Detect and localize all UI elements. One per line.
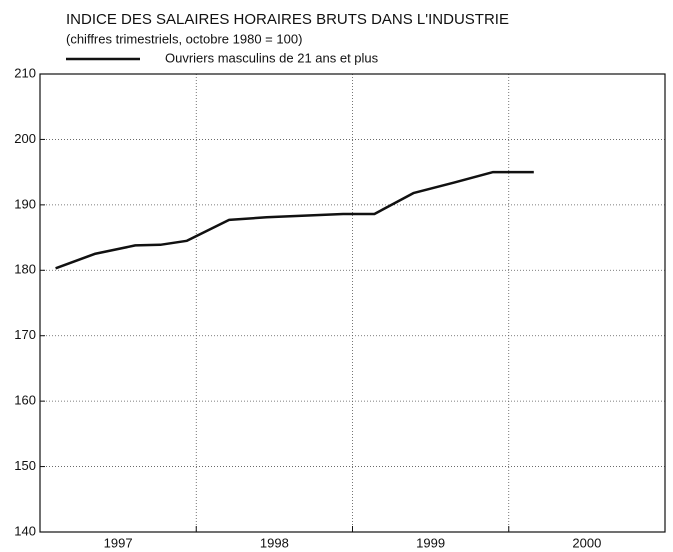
y-tick-label: 180	[14, 262, 36, 277]
x-tick-label: 2000	[572, 535, 601, 550]
y-tick-label: 170	[14, 327, 36, 342]
y-tick-label: 150	[14, 458, 36, 473]
y-tick-label: 190	[14, 196, 36, 211]
data-line	[55, 170, 534, 270]
x-tick-label: 1997	[104, 535, 133, 550]
y-tick-label: 210	[14, 65, 36, 80]
plot-frame	[39, 73, 666, 533]
chart-title: INDICE DES SALAIRES HORAIRES BRUTS DANS …	[66, 11, 509, 28]
legend-label: Ouvriers masculins de 21 ans et plus	[165, 50, 379, 65]
chart-subtitle: (chiffres trimestriels, octobre 1980 = 1…	[66, 31, 302, 46]
y-tick-label: 140	[14, 523, 36, 538]
x-tick-label: 1998	[260, 535, 289, 550]
y-tick-label: 160	[14, 393, 36, 408]
y-tick-label: 200	[14, 131, 36, 146]
x-tick-label: 1999	[416, 535, 445, 550]
